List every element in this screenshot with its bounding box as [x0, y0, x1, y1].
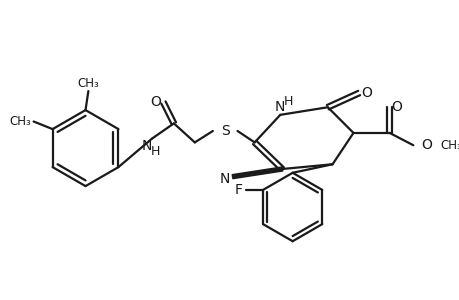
Text: N: N [219, 172, 230, 185]
Text: CH₃: CH₃ [77, 77, 99, 90]
Text: H: H [284, 95, 293, 108]
Text: N: N [142, 139, 152, 153]
Text: O: O [150, 95, 161, 110]
Text: F: F [234, 183, 242, 197]
Text: H: H [151, 146, 160, 158]
Text: S: S [220, 124, 229, 138]
Text: CH₃: CH₃ [9, 115, 31, 128]
Text: O: O [420, 138, 431, 152]
Text: CH₃: CH₃ [439, 139, 459, 152]
Text: O: O [391, 100, 402, 114]
Text: N: N [274, 100, 285, 114]
Text: O: O [361, 86, 371, 100]
